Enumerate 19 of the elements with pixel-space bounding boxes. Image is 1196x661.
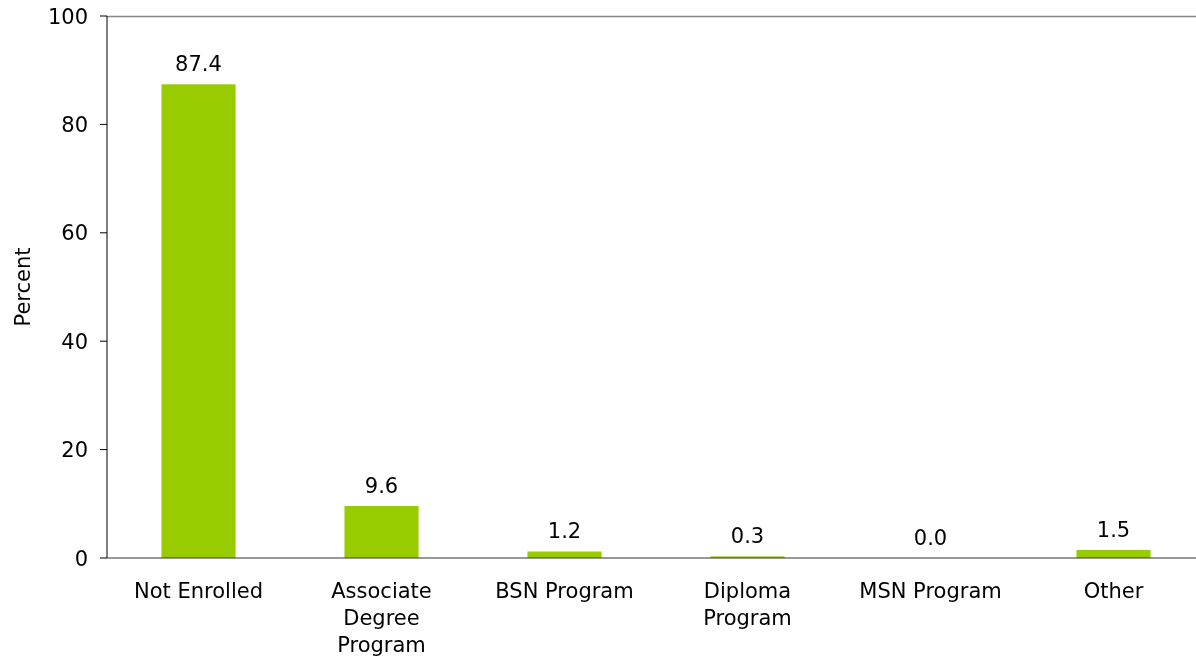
data-label: 1.5 [1096,517,1131,542]
data-label: 87.4 [175,52,222,77]
data-label: 9.6 [364,473,399,498]
x-tick-label: BSN Program [495,579,634,603]
y-tick-label: 80 [61,112,88,137]
data-label: 1.2 [547,519,582,544]
x-tick-label: Associate Degree Program [331,579,432,657]
x-tick-label: Diploma Program [703,579,792,630]
y-tick-label: 0 [74,546,88,571]
y-tick-label: 100 [47,4,88,29]
y-tick-label: 20 [61,438,88,463]
data-label: 0.0 [913,526,948,550]
y-axis-title: Percent [10,247,35,327]
x-tick-label: MSN Program [859,579,1002,603]
x-tick-label: Not Enrolled [134,579,263,603]
y-tick-label: 60 [61,221,88,246]
y-tick-label: 40 [61,329,88,354]
data-label: 0.3 [730,524,765,549]
x-tick-label: Other [1083,579,1144,603]
